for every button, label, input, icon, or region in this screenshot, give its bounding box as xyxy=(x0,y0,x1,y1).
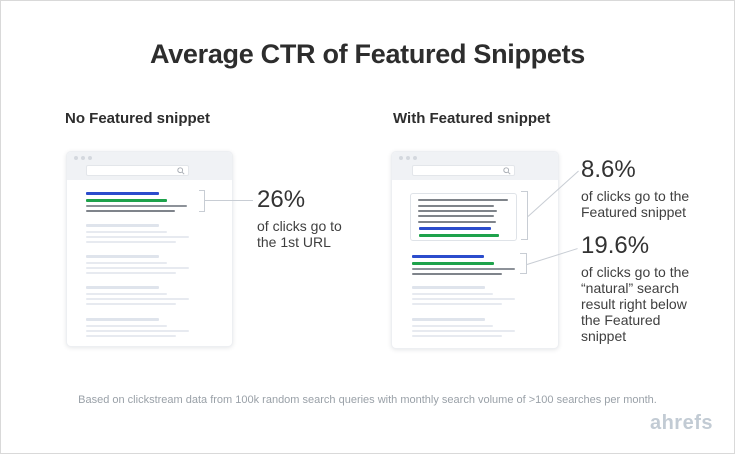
result-text-line xyxy=(412,273,502,275)
snippet-text-line xyxy=(418,210,497,212)
placeholder-line xyxy=(86,231,167,233)
result-title-line xyxy=(86,192,159,195)
placeholder-line xyxy=(412,298,515,300)
placeholder-line xyxy=(86,286,159,289)
placeholder-line xyxy=(86,325,167,327)
snippet-url-line xyxy=(419,234,499,237)
snippet-text-line xyxy=(418,205,494,207)
ahrefs-logo: ahrefs xyxy=(649,412,713,434)
browser-chrome xyxy=(392,152,558,180)
right-panel-heading: With Featured snippet xyxy=(393,110,551,127)
search-icon xyxy=(503,167,511,175)
stat-description: of clicks go to the 1st URL xyxy=(257,218,342,250)
stat-value-8-6: 8.6% xyxy=(581,156,636,183)
placeholder-line xyxy=(412,318,485,321)
result-url-line xyxy=(86,199,167,202)
placeholder-line xyxy=(412,303,502,305)
serp-mockup-no-snippet xyxy=(66,151,233,347)
placeholder-line xyxy=(86,267,189,269)
callout-bracket-first-url xyxy=(199,190,205,212)
stat-value-19-6: 19.6% xyxy=(581,232,650,259)
serp-mockup-with-snippet xyxy=(391,151,559,349)
browser-chrome xyxy=(67,152,232,180)
result-title-line xyxy=(412,255,484,258)
stat-first-url: 26% of clicks go to the 1st URL xyxy=(257,186,342,251)
stat-description: of clicks go to the Featured snippet xyxy=(581,188,690,220)
result-text-line xyxy=(86,210,175,212)
placeholder-line xyxy=(86,293,167,295)
placeholder-line xyxy=(86,330,189,332)
snippet-text-line xyxy=(418,221,496,223)
footnote: Based on clickstream data from 100k rand… xyxy=(78,394,657,406)
snippet-title-line xyxy=(419,227,491,230)
placeholder-line xyxy=(86,236,189,238)
placeholder-line xyxy=(86,224,159,227)
placeholder-line xyxy=(86,272,176,274)
placeholder-line xyxy=(412,335,502,337)
placeholder-line xyxy=(86,255,159,258)
placeholder-line xyxy=(412,325,493,327)
page-title: Average CTR of Featured Snippets xyxy=(150,39,585,69)
left-panel-heading: No Featured snippet xyxy=(65,110,211,127)
callout-bracket-natural-result xyxy=(520,253,527,274)
search-icon xyxy=(177,167,185,175)
snippet-text-line xyxy=(418,199,508,201)
placeholder-line xyxy=(86,318,159,321)
placeholder-line xyxy=(412,330,515,332)
placeholder-line xyxy=(86,298,189,300)
placeholder-line xyxy=(86,241,176,243)
search-bar xyxy=(86,165,189,176)
stat-natural-result: 19.6% of clicks go to the “natural” sear… xyxy=(581,232,690,345)
placeholder-line xyxy=(86,262,167,264)
snippet-text-line xyxy=(418,215,494,217)
featured-snippet-box xyxy=(410,193,517,241)
stat-value-26: 26% xyxy=(257,186,306,213)
placeholder-line xyxy=(412,293,493,295)
placeholder-line xyxy=(86,335,176,337)
search-bar xyxy=(412,165,515,176)
result-url-line xyxy=(412,262,494,265)
placeholder-line xyxy=(86,303,176,305)
result-text-line xyxy=(412,268,515,270)
window-dots-icon xyxy=(74,156,92,160)
window-dots-icon xyxy=(399,156,417,160)
result-text-line xyxy=(86,205,187,207)
callout-bracket-featured-snippet xyxy=(521,191,528,240)
placeholder-line xyxy=(412,286,485,289)
stat-featured-snippet: 8.6% of clicks go to the Featured snippe… xyxy=(581,156,690,221)
stat-description: of clicks go to the “natural” search res… xyxy=(581,264,690,344)
connector-line-26 xyxy=(205,200,253,201)
